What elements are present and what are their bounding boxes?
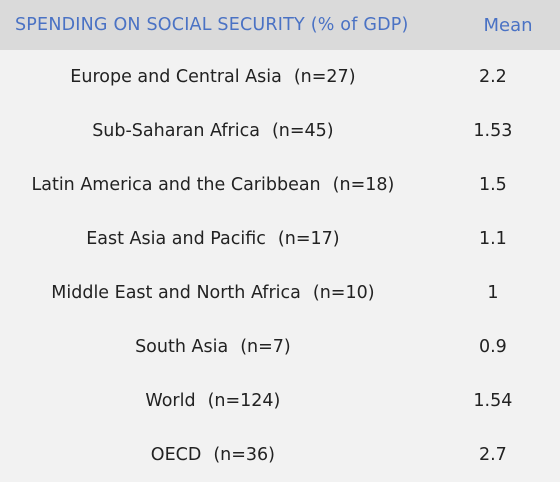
- region-name: World: [145, 391, 196, 411]
- row-mean-value: 2.2: [478, 67, 507, 87]
- table-row: OECD (n=36) 2.7: [0, 428, 560, 482]
- region-count: (n=10): [312, 283, 375, 303]
- row-region-cell: Middle East and North Africa (n=10): [0, 283, 426, 303]
- header-region: SPENDING ON SOCIAL SECURITY (% of GDP): [15, 15, 409, 35]
- region-name: Middle East and North Africa: [51, 283, 301, 303]
- row-mean-value: 1.5: [478, 175, 507, 195]
- row-mean-value: 1.53: [473, 121, 513, 141]
- region-name: OECD: [150, 445, 202, 465]
- region-count: (n=7): [240, 337, 291, 357]
- row-mean-value: 1.54: [473, 391, 513, 411]
- row-region-cell: Sub-Saharan Africa (n=45): [0, 121, 426, 141]
- region-name: Sub-Saharan Africa: [92, 121, 260, 141]
- region-count: (n=36): [213, 445, 276, 465]
- table-body: Europe and Central Asia (n=27) 2.2 Sub-Saha…: [0, 50, 560, 482]
- table-row: Latin America and the Caribbean (n=18) 1.5: [0, 158, 560, 212]
- region-count: (n=124): [207, 391, 281, 411]
- row-region-cell: Latin America and the Caribbean (n=18): [0, 175, 426, 195]
- region-name: South Asia: [135, 337, 229, 357]
- region-count: (n=45): [271, 121, 334, 141]
- row-mean-value: 2.7: [478, 445, 507, 465]
- row-mean-value: 1.1: [478, 229, 507, 249]
- row-mean-value: 0.9: [478, 337, 507, 357]
- table-row: East Asia and Pacific (n=17) 1.1: [0, 212, 560, 266]
- region-name: East Asia and Pacific: [86, 229, 266, 249]
- row-region-cell: World (n=124): [0, 391, 426, 411]
- region-count: (n=17): [277, 229, 340, 249]
- row-region-cell: South Asia (n=7): [0, 337, 426, 357]
- row-mean-value: 1: [487, 283, 499, 303]
- region-count: (n=27): [293, 67, 356, 87]
- row-region-cell: Europe and Central Asia (n=27): [0, 67, 426, 87]
- header-mean: Mean: [483, 14, 533, 36]
- table-row: Middle East and North Africa (n=10) 1: [0, 266, 560, 320]
- region-name: Latin America and the Caribbean: [31, 175, 321, 195]
- table-row: South Asia (n=7) 0.9: [0, 320, 560, 374]
- table-header: SPENDING ON SOCIAL SECURITY (% of GDP) M…: [0, 0, 560, 50]
- row-region-cell: OECD (n=36): [0, 445, 426, 465]
- row-region-cell: East Asia and Pacific (n=17): [0, 229, 426, 249]
- table-row: World (n=124) 1.54: [0, 374, 560, 428]
- table-row: Europe and Central Asia (n=27) 2.2: [0, 50, 560, 104]
- region-count: (n=18): [332, 175, 395, 195]
- region-name: Europe and Central Asia: [70, 67, 282, 87]
- table-row: Sub-Saharan Africa (n=45) 1.53: [0, 104, 560, 158]
